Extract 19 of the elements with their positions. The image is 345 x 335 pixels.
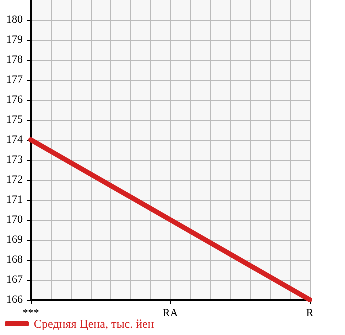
x-tick-label: RA: [162, 308, 178, 320]
y-tick-label: 177: [6, 74, 24, 86]
y-tick-label: 173: [6, 154, 24, 166]
x-tick-label: R: [306, 308, 314, 320]
y-tick-label: 174: [6, 134, 24, 146]
y-tick-label: 175: [6, 114, 24, 126]
x-tick-label: ***: [22, 308, 40, 320]
y-tick-label: 167: [6, 274, 24, 286]
y-tick-label: 179: [6, 34, 24, 46]
y-tick-label: 170: [6, 214, 24, 226]
legend-label: Средняя Цена, тыс. йен: [34, 317, 155, 331]
y-tick-label: 169: [6, 234, 24, 246]
y-tick-label: 168: [6, 254, 24, 266]
y-tick-label: 180: [6, 14, 24, 26]
y-tick-label: 178: [6, 54, 24, 66]
y-tick-label: 172: [6, 174, 23, 186]
y-tick-label: 171: [6, 194, 23, 206]
y-tick-label: 176: [6, 94, 24, 106]
y-tick-label: 166: [6, 294, 24, 306]
